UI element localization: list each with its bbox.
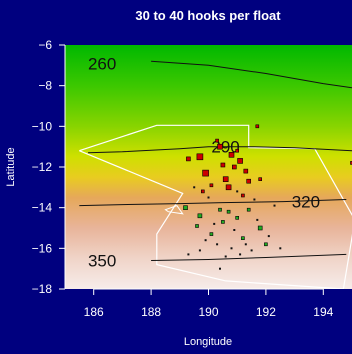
y-tick-label--8: −8	[38, 79, 52, 93]
x-tick-label-194: 194	[313, 305, 333, 319]
point-red-12	[210, 184, 213, 187]
point-red-8	[244, 169, 248, 173]
y-tick-label--16: −16	[32, 241, 53, 255]
point-red-6	[232, 165, 236, 169]
x-tick-label-186: 186	[84, 305, 104, 319]
point-red-0	[197, 154, 203, 160]
point-red-3	[238, 158, 243, 163]
point-red-13	[256, 125, 259, 128]
point-black-11	[245, 243, 247, 245]
point-black-6	[233, 229, 235, 231]
point-green-9	[227, 210, 230, 213]
point-black-2	[216, 243, 218, 245]
point-green-11	[221, 220, 224, 223]
y-axis: −6 −8 −10 −12 −14 −16 −18	[32, 38, 65, 296]
y-axis-label: Latitude	[5, 147, 17, 186]
point-black-4	[239, 253, 241, 255]
point-red-15	[236, 149, 239, 152]
point-black-19	[253, 199, 255, 201]
point-black-16	[279, 247, 281, 249]
contour-label-320: 320	[292, 193, 320, 212]
contour-label-260: 260	[88, 54, 116, 73]
point-black-1	[208, 197, 210, 199]
point-green-1	[198, 214, 202, 218]
point-black-17	[219, 268, 221, 270]
x-axis: 186 188 190 192 194	[84, 289, 334, 319]
point-black-0	[193, 186, 195, 188]
y-tick-label--10: −10	[32, 119, 53, 133]
point-red-14	[216, 139, 219, 142]
point-red-7	[226, 185, 231, 190]
point-red-4	[203, 170, 209, 176]
point-black-8	[205, 239, 207, 241]
point-black-7	[256, 219, 258, 221]
point-green-10	[241, 237, 244, 240]
point-green-0	[184, 206, 188, 210]
point-green-4	[210, 233, 213, 236]
x-tick-label-192: 192	[256, 305, 276, 319]
point-green-8	[247, 208, 250, 211]
chart-title: 30 to 40 hooks per float	[135, 8, 281, 23]
point-red-16	[259, 178, 262, 181]
y-tick-label--12: −12	[32, 160, 53, 174]
point-red-10	[186, 157, 190, 161]
point-black-3	[231, 247, 233, 249]
x-axis-label: Longitude	[184, 336, 232, 348]
point-black-5	[251, 249, 253, 251]
point-red-9	[221, 163, 225, 167]
x-tick-label-188: 188	[141, 305, 161, 319]
point-green-3	[236, 216, 239, 219]
point-green-7	[196, 225, 199, 228]
point-red-1	[218, 144, 223, 149]
point-black-10	[225, 256, 227, 258]
point-red-17	[201, 190, 204, 193]
point-green-5	[258, 226, 262, 230]
point-green-2	[219, 208, 222, 211]
point-red-2	[229, 152, 234, 157]
point-red-5	[223, 177, 228, 182]
x-tick-label-190: 190	[198, 305, 218, 319]
point-black-13	[213, 223, 215, 225]
point-green-6	[264, 243, 267, 246]
y-tick-label--18: −18	[32, 282, 53, 296]
y-tick-label--14: −14	[32, 201, 53, 215]
point-black-12	[199, 249, 201, 251]
point-black-18	[187, 253, 189, 255]
y-tick-label--6: −6	[38, 38, 52, 52]
point-black-15	[236, 190, 238, 192]
contour-label-350: 350	[88, 252, 116, 271]
point-red-19	[241, 194, 244, 197]
point-red-11	[247, 179, 251, 183]
point-black-14	[274, 205, 276, 207]
point-black-9	[268, 235, 270, 237]
